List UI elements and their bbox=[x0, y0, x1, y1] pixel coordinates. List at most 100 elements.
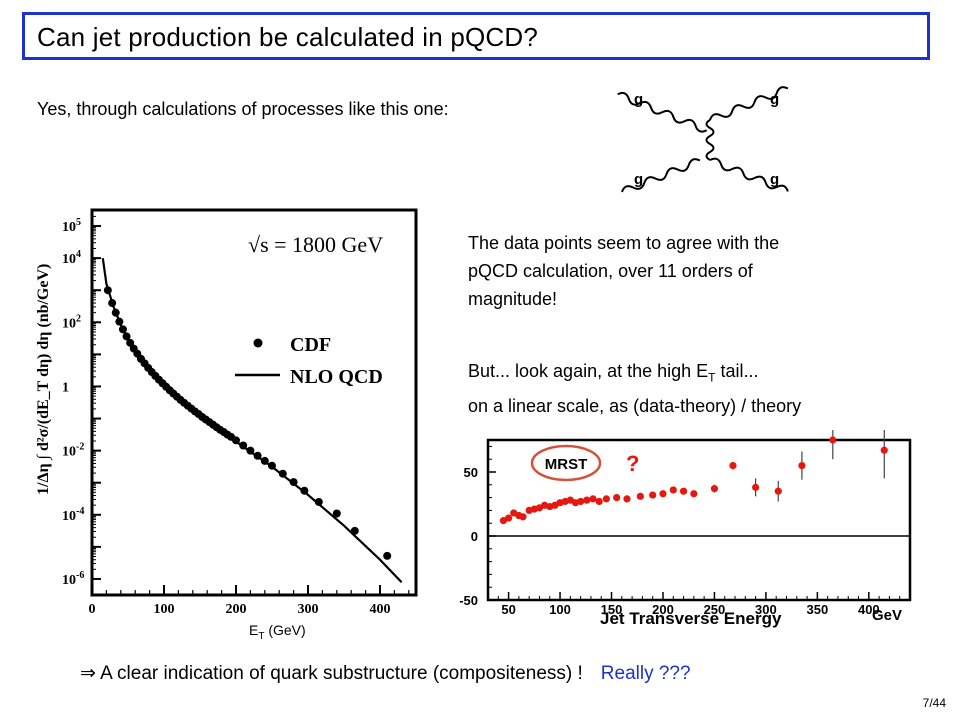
ratio-y-tick-label: 50 bbox=[464, 465, 478, 480]
agreement-line: The data points seem to agree with the bbox=[468, 233, 780, 253]
look-again-line2: on a linear scale, as (data-theory) / th… bbox=[468, 395, 802, 416]
agreement-line: magnitude! bbox=[468, 289, 558, 309]
cdf-data-point bbox=[383, 551, 392, 560]
page-number: 7/44 bbox=[922, 696, 946, 710]
cdf-data-point bbox=[108, 299, 117, 308]
ratio-data-point bbox=[710, 485, 719, 493]
log-y-tick-label: 104 bbox=[62, 249, 81, 267]
cdf-data-point bbox=[111, 308, 120, 317]
title-box: Can jet production be calculated in pQCD… bbox=[22, 12, 930, 60]
log-y-tick-label: 102 bbox=[62, 313, 81, 331]
ratio-data-point bbox=[774, 487, 782, 495]
ratio-chart-frame bbox=[486, 438, 912, 602]
mrst-label: MRST bbox=[545, 456, 588, 473]
sqrt-s-annotation: √s = 1800 GeV bbox=[248, 232, 383, 257]
cdf-data-point bbox=[126, 338, 135, 347]
ratio-data-point bbox=[669, 486, 677, 494]
agreement-text: The data points seem to agree with the p… bbox=[468, 229, 779, 313]
ratio-chart-xlabel: Jet Transverse Energy bbox=[600, 609, 782, 628]
gluon-propagator bbox=[705, 119, 715, 161]
cdf-data-point bbox=[239, 441, 248, 450]
ratio-x-tick-label: 200 bbox=[652, 602, 674, 617]
slide-title: Can jet production be calculated in pQCD… bbox=[37, 22, 539, 52]
ratio-y-tick-label: -50 bbox=[459, 593, 478, 608]
cdf-data-point bbox=[103, 286, 112, 295]
et-subscript: T bbox=[708, 370, 716, 385]
cdf-data-point bbox=[246, 446, 255, 455]
look-again-line1: But... look again, at the high E bbox=[468, 361, 709, 381]
ratio-chart: 50 100 150 200 250 300 350 400 50 0 -50 MRST ? Je… bbox=[459, 430, 912, 628]
ratio-x-tick-label: 300 bbox=[755, 602, 777, 617]
ratio-data-point bbox=[602, 495, 610, 503]
et-axis-caption: ET (GeV) bbox=[249, 622, 306, 642]
cdf-data-point bbox=[350, 526, 359, 535]
cdf-data-point bbox=[260, 456, 269, 465]
gluon-label-top-left: g bbox=[634, 91, 643, 108]
ratio-data-point bbox=[690, 490, 698, 498]
intro-text: Yes, through calculations of processes l… bbox=[37, 99, 449, 119]
legend-label-nlo: NLO QCD bbox=[290, 366, 383, 388]
legend-label-cdf: CDF bbox=[290, 334, 331, 356]
ratio-data-point bbox=[798, 462, 806, 470]
ratio-x-tick-label: 100 bbox=[549, 602, 571, 617]
cdf-data-point bbox=[268, 461, 276, 470]
cdf-data-point bbox=[122, 332, 131, 341]
ratio-data-point bbox=[613, 494, 621, 502]
log-y-tick-label: 105 bbox=[62, 217, 81, 235]
look-again-line1-suffix: tail... bbox=[715, 361, 759, 381]
gluon-line-top-left bbox=[617, 91, 708, 133]
ratio-data-point bbox=[636, 492, 644, 500]
cdf-data-point bbox=[118, 325, 127, 334]
legend-marker-cdf bbox=[253, 338, 263, 348]
gluon-label-top-right: g bbox=[770, 91, 779, 108]
ratio-data-point bbox=[752, 483, 760, 491]
ratio-y-tick-label: 0 bbox=[471, 529, 478, 544]
gluon-line-top-right bbox=[709, 86, 789, 121]
ratio-data-point bbox=[649, 491, 657, 499]
log-x-tick-label: 400 bbox=[370, 602, 391, 617]
ratio-data-point bbox=[679, 487, 688, 495]
ratio-data-point bbox=[659, 490, 667, 498]
implies-arrow: ⇒ bbox=[80, 663, 96, 684]
log-x-tick-label: 200 bbox=[226, 602, 247, 617]
look-again-text: But... look again, at the high ET tail..… bbox=[468, 357, 801, 420]
conclusion-line: ⇒ A clear indication of quark substructu… bbox=[80, 662, 691, 685]
ratio-x-tick-label: 250 bbox=[704, 602, 726, 617]
log-x-tick-label: 0 bbox=[89, 602, 96, 617]
ratio-x-tick-label: 350 bbox=[807, 602, 829, 617]
gluon-label-bottom-left: g bbox=[634, 171, 643, 188]
cdf-data-point bbox=[253, 451, 262, 460]
conclusion-text: A clear indication of quark substructure… bbox=[95, 663, 583, 684]
cdf-data-point bbox=[289, 478, 298, 487]
log-chart-frame bbox=[90, 208, 418, 597]
ratio-data-point bbox=[589, 495, 597, 503]
cdf-data-point bbox=[232, 436, 240, 445]
ratio-data-point bbox=[504, 514, 513, 522]
cdf-data-point bbox=[278, 469, 287, 478]
ratio-data-point bbox=[519, 513, 527, 521]
cdf-data-point bbox=[314, 497, 323, 506]
ratio-x-tick-label: 400 bbox=[858, 602, 880, 617]
gluon-line-bottom-right bbox=[709, 157, 789, 192]
log-y-tick-label: 1 bbox=[62, 380, 69, 395]
log-y-tick-label: 10-6 bbox=[62, 570, 84, 588]
log-y-tick-label: 10-4 bbox=[62, 506, 84, 524]
gluon-label-bottom-right: g bbox=[770, 171, 779, 188]
ratio-data-point bbox=[595, 497, 603, 506]
cdf-data-point bbox=[300, 486, 309, 495]
ratio-data-point bbox=[623, 495, 631, 503]
question-mark: ? bbox=[626, 451, 639, 476]
ratio-data-point bbox=[583, 496, 591, 504]
mrst-ellipse bbox=[530, 444, 602, 482]
ratio-data-point bbox=[577, 497, 585, 506]
log-x-tick-label: 100 bbox=[154, 602, 175, 617]
ratio-x-tick-label: 150 bbox=[601, 602, 623, 617]
feynman-diagram: g g g g bbox=[617, 86, 789, 193]
ratio-data-point bbox=[729, 462, 737, 470]
log-x-tick-label: 300 bbox=[298, 602, 319, 617]
ratio-chart-xunit: GeV bbox=[872, 607, 902, 624]
ratio-x-tick-label: 50 bbox=[501, 602, 515, 617]
cdf-data-point bbox=[332, 509, 341, 518]
log-cross-section-chart: 0 100 200 300 400 105 104 102 1 10-2 10-4 10-6 √s … bbox=[35, 208, 418, 617]
cdf-data-point bbox=[115, 317, 124, 326]
